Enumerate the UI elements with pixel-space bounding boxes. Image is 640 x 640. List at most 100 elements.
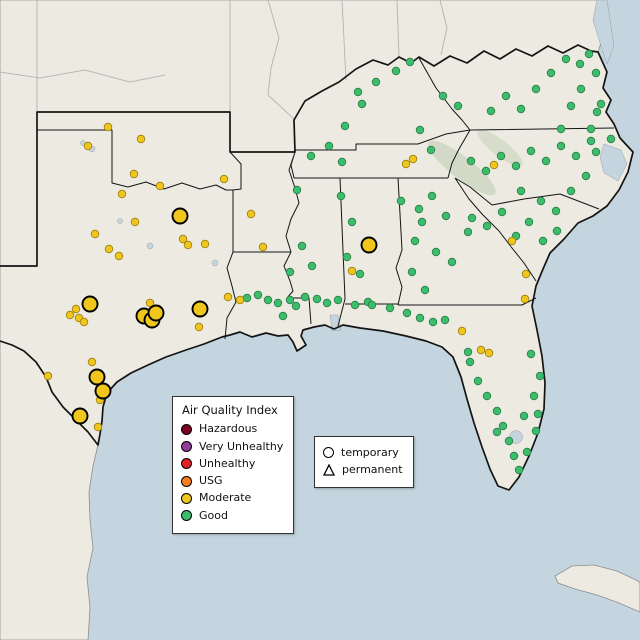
station-marker-good[interactable] [531, 426, 541, 436]
station-marker-good[interactable] [447, 257, 457, 267]
station-marker-moderate[interactable] [520, 294, 530, 304]
station-marker-good[interactable] [347, 217, 357, 227]
station-marker-good[interactable] [486, 106, 496, 116]
station-marker-good[interactable] [367, 300, 377, 310]
station-marker-good[interactable] [504, 436, 514, 446]
station-marker-good[interactable] [524, 217, 534, 227]
station-marker-good[interactable] [591, 147, 601, 157]
station-marker-moderate[interactable] [87, 357, 97, 367]
station-marker-good[interactable] [576, 84, 586, 94]
station-marker-moderate[interactable] [183, 240, 193, 250]
station-marker-good[interactable] [297, 241, 307, 251]
station-marker-good[interactable] [415, 125, 425, 135]
station-marker-good[interactable] [371, 77, 381, 87]
station-marker-good[interactable] [465, 357, 475, 367]
station-marker-good[interactable] [561, 54, 571, 64]
station-marker-good[interactable] [526, 146, 536, 156]
station-marker-good[interactable] [592, 107, 602, 117]
station-marker-good[interactable] [556, 124, 566, 134]
station-marker-good[interactable] [514, 465, 524, 475]
station-marker-moderate[interactable] [401, 159, 411, 169]
station-marker-moderate[interactable] [178, 234, 188, 244]
station-marker-good[interactable] [571, 151, 581, 161]
station-marker-good[interactable] [466, 156, 476, 166]
station-marker-moderate[interactable] [43, 371, 53, 381]
station-marker-good[interactable] [552, 226, 562, 236]
station-marker-moderate[interactable] [129, 169, 139, 179]
station-marker-good[interactable] [538, 236, 548, 246]
station-marker-moderate-temporary[interactable] [360, 236, 378, 254]
station-marker-good[interactable] [340, 121, 350, 131]
station-marker-good[interactable] [519, 411, 529, 421]
station-marker-good[interactable] [463, 347, 473, 357]
station-marker-good[interactable] [535, 371, 545, 381]
station-marker-good[interactable] [498, 421, 508, 431]
station-marker-moderate[interactable] [235, 295, 245, 305]
station-marker-moderate[interactable] [258, 242, 268, 252]
station-marker-good[interactable] [342, 252, 352, 262]
station-marker-good[interactable] [438, 91, 448, 101]
station-marker-good[interactable] [312, 294, 322, 304]
station-marker-moderate-temporary[interactable] [191, 300, 209, 318]
station-marker-moderate[interactable] [93, 422, 103, 432]
station-marker-moderate-temporary[interactable] [147, 304, 165, 322]
station-marker-good[interactable] [417, 217, 427, 227]
station-marker-good[interactable] [273, 298, 283, 308]
station-marker-moderate[interactable] [145, 298, 155, 308]
station-marker-good[interactable] [606, 134, 616, 144]
station-marker-good[interactable] [533, 409, 543, 419]
station-marker-good[interactable] [467, 213, 477, 223]
station-marker-good[interactable] [405, 57, 415, 67]
station-marker-good[interactable] [324, 141, 334, 151]
station-marker-good[interactable] [391, 66, 401, 76]
station-marker-good[interactable] [428, 317, 438, 327]
station-marker-moderate[interactable] [408, 154, 418, 164]
station-marker-moderate[interactable] [155, 181, 165, 191]
station-marker-good[interactable] [322, 298, 332, 308]
station-marker-good[interactable] [427, 191, 437, 201]
station-marker-good[interactable] [285, 295, 295, 305]
station-marker-good[interactable] [586, 136, 596, 146]
station-marker-moderate[interactable] [489, 160, 499, 170]
station-marker-good[interactable] [541, 156, 551, 166]
station-marker-good[interactable] [492, 427, 502, 437]
station-marker-good[interactable] [463, 227, 473, 237]
station-marker-moderate[interactable] [457, 326, 467, 336]
station-marker-good[interactable] [350, 300, 360, 310]
station-marker-moderate[interactable] [114, 251, 124, 261]
station-marker-moderate-temporary[interactable] [71, 407, 89, 425]
station-marker-moderate[interactable] [90, 229, 100, 239]
station-marker-good[interactable] [292, 185, 302, 195]
station-marker-moderate-temporary[interactable] [88, 368, 106, 386]
station-marker-good[interactable] [307, 261, 317, 271]
station-marker-good[interactable] [591, 68, 601, 78]
station-marker-good[interactable] [355, 269, 365, 279]
station-marker-good[interactable] [586, 124, 596, 134]
station-marker-good[interactable] [492, 406, 502, 416]
station-marker-good[interactable] [529, 391, 539, 401]
station-marker-good[interactable] [353, 87, 363, 97]
station-marker-good[interactable] [300, 292, 310, 302]
station-marker-moderate[interactable] [484, 348, 494, 358]
station-marker-moderate[interactable] [79, 317, 89, 327]
station-marker-good[interactable] [414, 204, 424, 214]
station-marker-good[interactable] [501, 91, 511, 101]
station-marker-good[interactable] [278, 311, 288, 321]
station-marker-moderate[interactable] [136, 134, 146, 144]
station-marker-good[interactable] [575, 59, 585, 69]
station-marker-good[interactable] [496, 151, 506, 161]
station-marker-moderate[interactable] [219, 174, 229, 184]
station-marker-moderate[interactable] [130, 217, 140, 227]
station-marker-good[interactable] [522, 447, 532, 457]
station-marker-moderate-temporary[interactable] [94, 382, 112, 400]
station-marker-moderate[interactable] [476, 345, 486, 355]
station-marker-good[interactable] [581, 171, 591, 181]
station-marker-good[interactable] [336, 191, 346, 201]
station-marker-moderate[interactable] [103, 122, 113, 132]
station-marker-good[interactable] [536, 196, 546, 206]
station-marker-good[interactable] [253, 290, 263, 300]
station-marker-good[interactable] [402, 308, 412, 318]
station-marker-good[interactable] [497, 207, 507, 217]
station-marker-good[interactable] [396, 196, 406, 206]
station-marker-good[interactable] [337, 157, 347, 167]
